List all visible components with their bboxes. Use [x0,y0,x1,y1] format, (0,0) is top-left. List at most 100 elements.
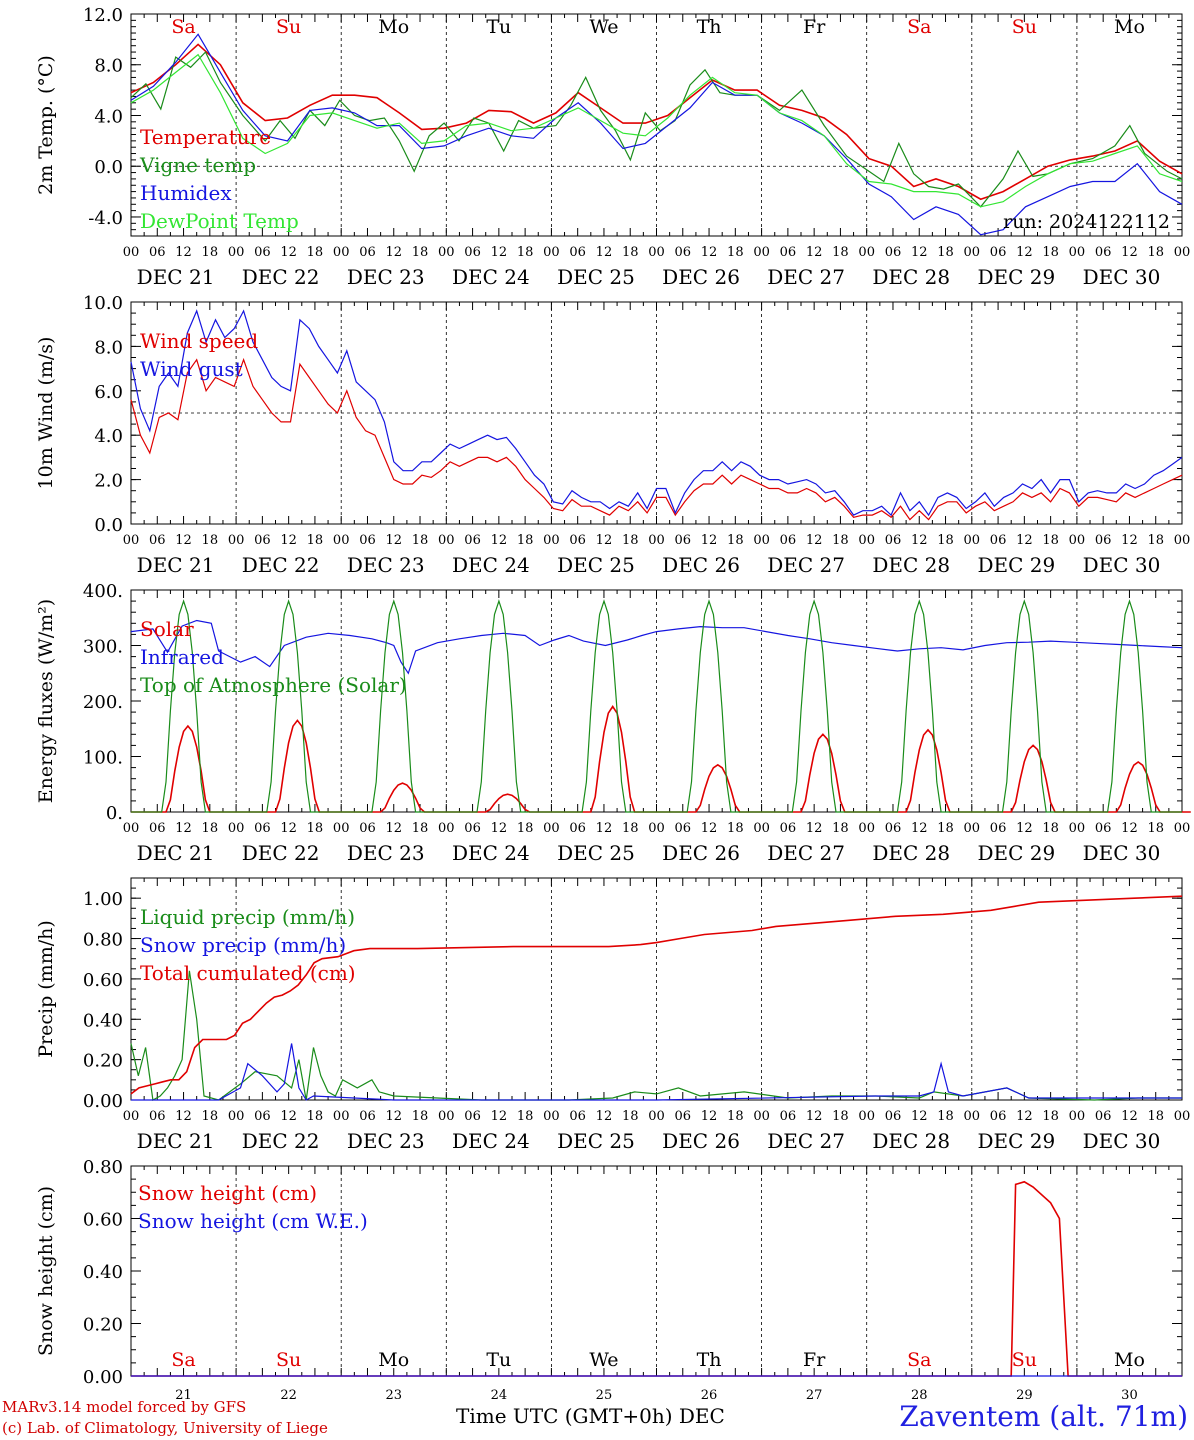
day-number-label: 26 [701,1388,718,1403]
y-tick-label: 6.0 [94,382,123,403]
hour-tick-label: 06 [1095,1109,1112,1124]
hour-tick-label: 12 [175,1109,192,1124]
hour-tick-label: 18 [412,1109,429,1124]
y-tick-label: 0.60 [83,970,123,991]
date-label: DEC 26 [662,265,740,289]
series-line [130,53,1183,208]
station-name: Zaventem (alt. 71m) [899,1400,1188,1433]
hour-tick-label: 00 [1174,821,1191,836]
date-label: DEC 25 [557,553,635,577]
date-label: DEC 28 [872,265,950,289]
hour-tick-label: 00 [964,821,981,836]
weekday-label: Su [1012,1349,1037,1371]
hour-tick-label: 18 [202,821,219,836]
y-axis-label: 10m Wind (m/s) [35,337,57,490]
hour-tick-label: 18 [202,245,219,260]
hour-tick-label: 06 [254,1109,271,1124]
y-tick-label: 0.00 [83,1367,123,1388]
hour-tick-label: 06 [675,1109,692,1124]
date-label: DEC 25 [557,265,635,289]
hour-tick-label: 18 [727,245,744,260]
x-axis-month: DEC [678,1404,725,1428]
date-label: DEC 22 [242,265,320,289]
hour-tick-label: 18 [727,821,744,836]
date-label: DEC 21 [137,553,215,577]
hour-tick-label: 06 [149,245,166,260]
hour-tick-label: 18 [937,821,954,836]
run-annotation: run: 2024122112 [1003,211,1170,233]
hour-tick-label: 00 [123,821,140,836]
date-label: DEC 23 [347,265,425,289]
hour-tick-label: 00 [1069,1109,1086,1124]
hour-tick-label: 12 [806,245,823,260]
y-tick-label: 100. [83,748,123,769]
hour-tick-label: 00 [753,245,770,260]
hour-tick-label: 12 [596,245,613,260]
hour-tick-label: 06 [464,821,481,836]
hour-tick-label: 12 [596,1109,613,1124]
y-axis-label: 2m Temp. (°C) [35,55,57,195]
hour-tick-label: 12 [911,533,928,548]
series-line [130,619,1183,675]
hour-tick-label: 00 [858,1109,875,1124]
hour-tick-label: 06 [464,533,481,548]
date-label: DEC 29 [977,553,1055,577]
weekday-label: Tu [486,1349,511,1371]
date-label: DEC 26 [662,841,740,865]
hour-tick-label: 12 [280,533,297,548]
weekday-label: Sa [171,1349,195,1371]
hour-tick-label: 06 [885,821,902,836]
hour-tick-label: 18 [412,245,429,260]
hour-tick-label: 00 [333,245,350,260]
date-label: DEC 29 [977,1129,1055,1153]
weekday-label: Sa [907,1349,931,1371]
y-axis-label: Snow height (cm) [35,1186,57,1356]
day-number-label: 30 [1121,1388,1138,1403]
weekday-label: We [589,16,618,38]
day-number-label: 27 [806,1388,823,1403]
hour-tick-label: 12 [596,533,613,548]
hour-tick-label: 06 [990,245,1007,260]
hour-tick-label: 00 [1174,533,1191,548]
hour-tick-label: 12 [1016,245,1033,260]
y-tick-label: 0.60 [83,1210,123,1231]
date-label: DEC 27 [767,265,845,289]
weekday-label: Fr [803,16,826,38]
hour-tick-label: 00 [228,821,245,836]
hour-tick-label: 12 [1121,1109,1138,1124]
hour-tick-label: 18 [202,533,219,548]
hour-tick-label: 00 [858,821,875,836]
hour-tick-label: 06 [675,245,692,260]
y-axis-label: Energy fluxes (W/m²) [35,599,57,803]
series-line [130,895,1183,1095]
y-tick-label: 4.0 [94,426,123,447]
date-label: DEC 21 [137,841,215,865]
hour-tick-label: 06 [1095,245,1112,260]
date-label: DEC 23 [347,841,425,865]
panel-3 [130,589,1191,813]
hour-tick-label: 18 [1147,821,1164,836]
hour-tick-label: 06 [359,533,376,548]
panel-5 [130,1165,1183,1377]
legend-entry: Vigne temp [139,153,256,177]
hour-tick-label: 06 [990,1109,1007,1124]
day-number-label: 23 [385,1388,402,1403]
hour-tick-label: 06 [569,533,586,548]
hour-tick-label: 06 [885,245,902,260]
y-tick-label: 0.00 [83,1091,123,1112]
hour-tick-label: 00 [333,1109,350,1124]
hour-tick-label: 06 [149,821,166,836]
day-number-label: 25 [596,1388,613,1403]
date-label: DEC 28 [872,553,950,577]
y-axis-label: Precip (mm/h) [35,920,57,1058]
hour-tick-label: 12 [1121,245,1138,260]
series-line [130,43,1183,201]
lab-credit: (c) Lab. of Climatology, University of L… [2,1419,328,1437]
hour-tick-label: 12 [911,245,928,260]
y-tick-label: 0.80 [83,1157,123,1178]
hour-tick-label: 18 [1042,821,1059,836]
series-line [131,1043,1182,1101]
hour-tick-label: 12 [701,245,718,260]
date-label: DEC 30 [1083,265,1161,289]
date-label: DEC 25 [557,1129,635,1153]
